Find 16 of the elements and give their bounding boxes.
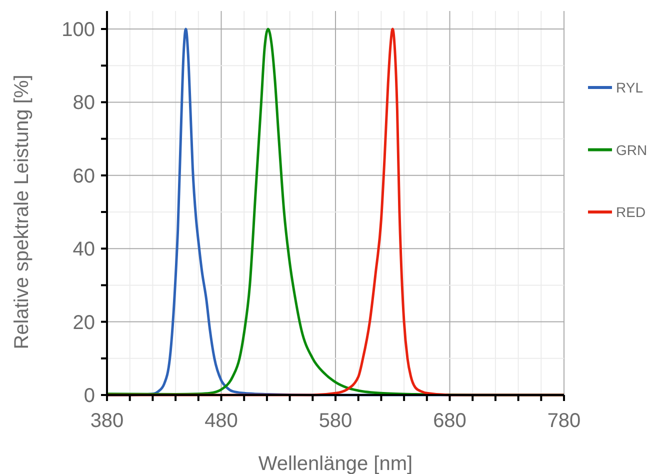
- x-tick-label: 680: [433, 410, 466, 432]
- legend-label: GRN: [616, 142, 648, 158]
- x-tick-label: 780: [547, 410, 581, 432]
- y-tick-label: 20: [72, 312, 95, 334]
- x-tick-label: 580: [318, 410, 352, 432]
- legend-label: RYL: [616, 80, 644, 96]
- y-axis-title: Relative spektrale Leistung [%]: [11, 74, 33, 350]
- legend-label: RED: [616, 204, 646, 220]
- y-tick-label: 100: [62, 19, 95, 41]
- y-tick-label: 0: [84, 385, 95, 407]
- y-tick-label: 80: [72, 92, 95, 114]
- y-tick-label: 60: [72, 165, 95, 188]
- x-axis-title: Wellenlänge [nm]: [258, 453, 413, 474]
- x-tick-label: 480: [204, 410, 238, 432]
- x-tick-label: 380: [90, 410, 124, 432]
- y-tick-label: 40: [72, 238, 95, 261]
